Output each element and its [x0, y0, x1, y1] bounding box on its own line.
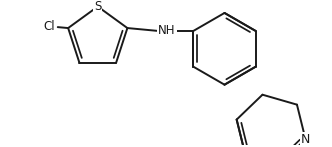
Text: S: S [94, 0, 102, 13]
Text: Cl: Cl [43, 20, 55, 33]
Text: N: N [301, 133, 310, 146]
Text: NH: NH [158, 24, 176, 37]
